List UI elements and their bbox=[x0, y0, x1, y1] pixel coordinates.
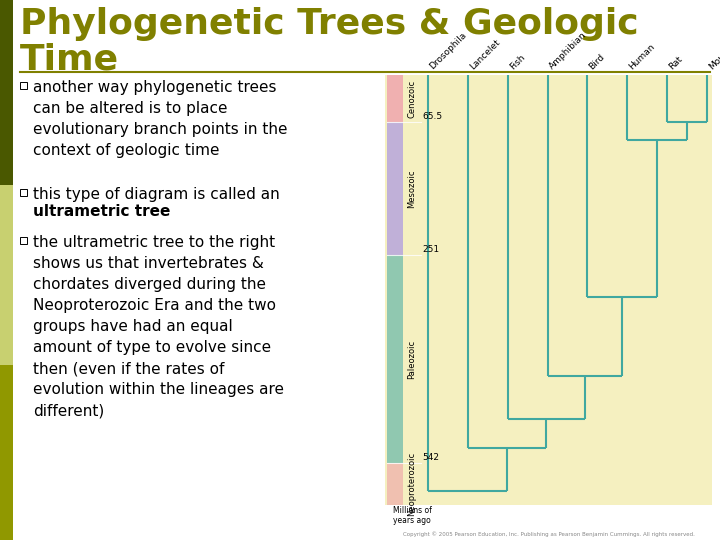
Text: Phylogenetic Trees & Geologic: Phylogenetic Trees & Geologic bbox=[20, 7, 639, 41]
Bar bbox=[0, 0, 13, 185]
Text: Time: Time bbox=[20, 42, 119, 76]
Bar bbox=[20, 237, 27, 244]
Bar bbox=[387, 75, 403, 122]
Text: Human: Human bbox=[627, 42, 657, 71]
Text: 65.5: 65.5 bbox=[422, 112, 442, 121]
Text: Lancelet: Lancelet bbox=[468, 37, 502, 71]
Text: Paleozoic: Paleozoic bbox=[408, 340, 416, 379]
Bar bbox=[20, 82, 27, 89]
Bar bbox=[387, 255, 403, 463]
Text: Fish: Fish bbox=[508, 52, 526, 71]
Bar bbox=[0, 185, 13, 365]
Bar bbox=[385, 75, 712, 505]
Bar bbox=[0, 365, 13, 540]
Text: Neoproterozoic: Neoproterozoic bbox=[408, 452, 416, 516]
Text: 542: 542 bbox=[422, 454, 439, 462]
Text: another way phylogenetic trees
can be altered is to place
evolutionary branch po: another way phylogenetic trees can be al… bbox=[33, 80, 287, 158]
Text: Copyright © 2005 Pearson Education, Inc. Publishing as Pearson Benjamin Cummings: Copyright © 2005 Pearson Education, Inc.… bbox=[402, 531, 694, 537]
Text: ultrametric tree: ultrametric tree bbox=[33, 205, 171, 219]
Text: Amphibian: Amphibian bbox=[548, 30, 588, 71]
Text: Drosophila: Drosophila bbox=[428, 31, 469, 71]
Bar bbox=[387, 122, 403, 255]
Text: Mesozoic: Mesozoic bbox=[408, 169, 416, 208]
Text: Mouse: Mouse bbox=[707, 44, 720, 71]
Text: 251: 251 bbox=[422, 245, 439, 254]
Bar bbox=[387, 463, 403, 505]
Text: the ultrametric tree to the right
shows us that invertebrates &
chordates diverg: the ultrametric tree to the right shows … bbox=[33, 235, 284, 418]
Text: Bird: Bird bbox=[588, 52, 607, 71]
Bar bbox=[20, 189, 27, 196]
Text: this type of diagram is called an: this type of diagram is called an bbox=[33, 187, 280, 223]
Text: Cenozoic: Cenozoic bbox=[408, 79, 416, 118]
Text: Rat: Rat bbox=[667, 54, 684, 71]
Text: Millions of
years ago: Millions of years ago bbox=[392, 506, 431, 525]
